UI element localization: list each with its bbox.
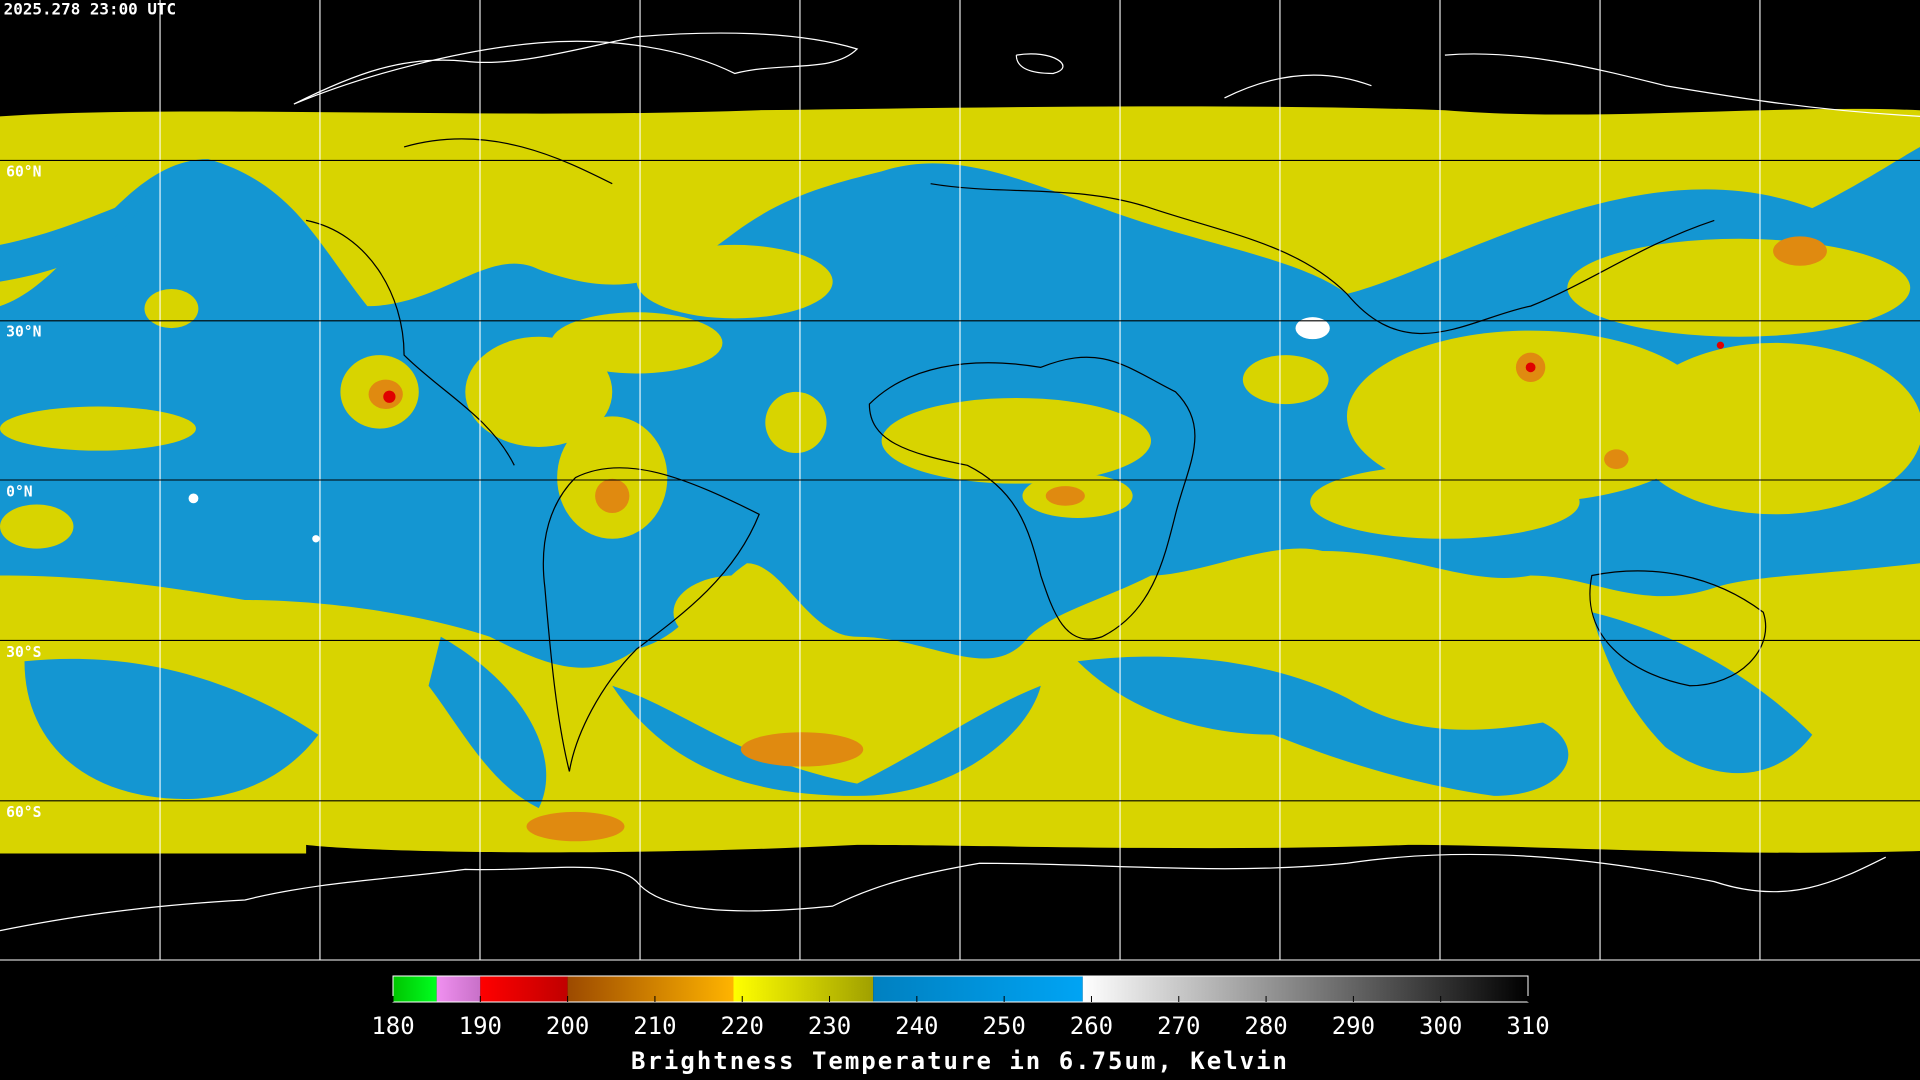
colorbar-tick-label: 190 [459, 1012, 502, 1040]
timestamp: 2025.278 23:00 UTC [4, 0, 176, 18]
latitude-label: 60°S [6, 804, 41, 821]
colorbar: 180 190 200 210 220 230 240 250 260 270 280 290 300 3… [371, 975, 1550, 1040]
colorbar-tick-label: 240 [895, 1012, 938, 1040]
graticule-inner [0, 159, 1920, 802]
colorbar-segment [873, 976, 1083, 1002]
imagery-warm [188, 317, 1330, 543]
imagery-dry-south [0, 195, 1813, 809]
colorbar-segment [393, 976, 437, 1002]
colorbar-tick-label: 250 [982, 1012, 1025, 1040]
colorbar-tick-label: 210 [633, 1012, 676, 1040]
map: 60°N 30°N 0°N 30°S 60°S 2025.278 23:00 UTC [0, 0, 1920, 961]
colorbar-tick-label: 300 [1419, 1012, 1462, 1040]
latitude-label: 60°N [6, 164, 41, 181]
colorbar-tick-label: 220 [721, 1012, 764, 1040]
colorbar-tick-label: 310 [1506, 1012, 1549, 1040]
coastline-polar [0, 32, 1920, 932]
colorbar-tick-label: 200 [546, 1012, 589, 1040]
latitude-labels: 60°N 30°N 0°N 30°S 60°S [6, 164, 41, 821]
latitude-label: 30°N [6, 324, 41, 341]
colorbar-segment [1082, 976, 1528, 1002]
colorbar-tick-label: 230 [808, 1012, 851, 1040]
latitude-label: 30°S [6, 644, 41, 661]
colorbar-tick-label: 280 [1244, 1012, 1287, 1040]
colorbar-tick-label: 180 [371, 1012, 414, 1040]
colorbar-tick-label: 270 [1157, 1012, 1200, 1040]
coastline [306, 138, 1767, 772]
colorbar-segment [733, 976, 874, 1002]
colorbar-segment [436, 976, 481, 1002]
colorbar-tick-label: 260 [1070, 1012, 1113, 1040]
colorbar-label: Brightness Temperature in 6.75um, Kelvin [631, 1047, 1289, 1075]
colorbar-tick-label: 290 [1332, 1012, 1375, 1040]
colorbar-segment [567, 976, 734, 1002]
latitude-label: 0°N [6, 484, 33, 501]
imagery-deep-convection [383, 341, 1725, 403]
colorbar-segment [480, 976, 568, 1002]
colorbar-frame [392, 975, 1529, 1003]
